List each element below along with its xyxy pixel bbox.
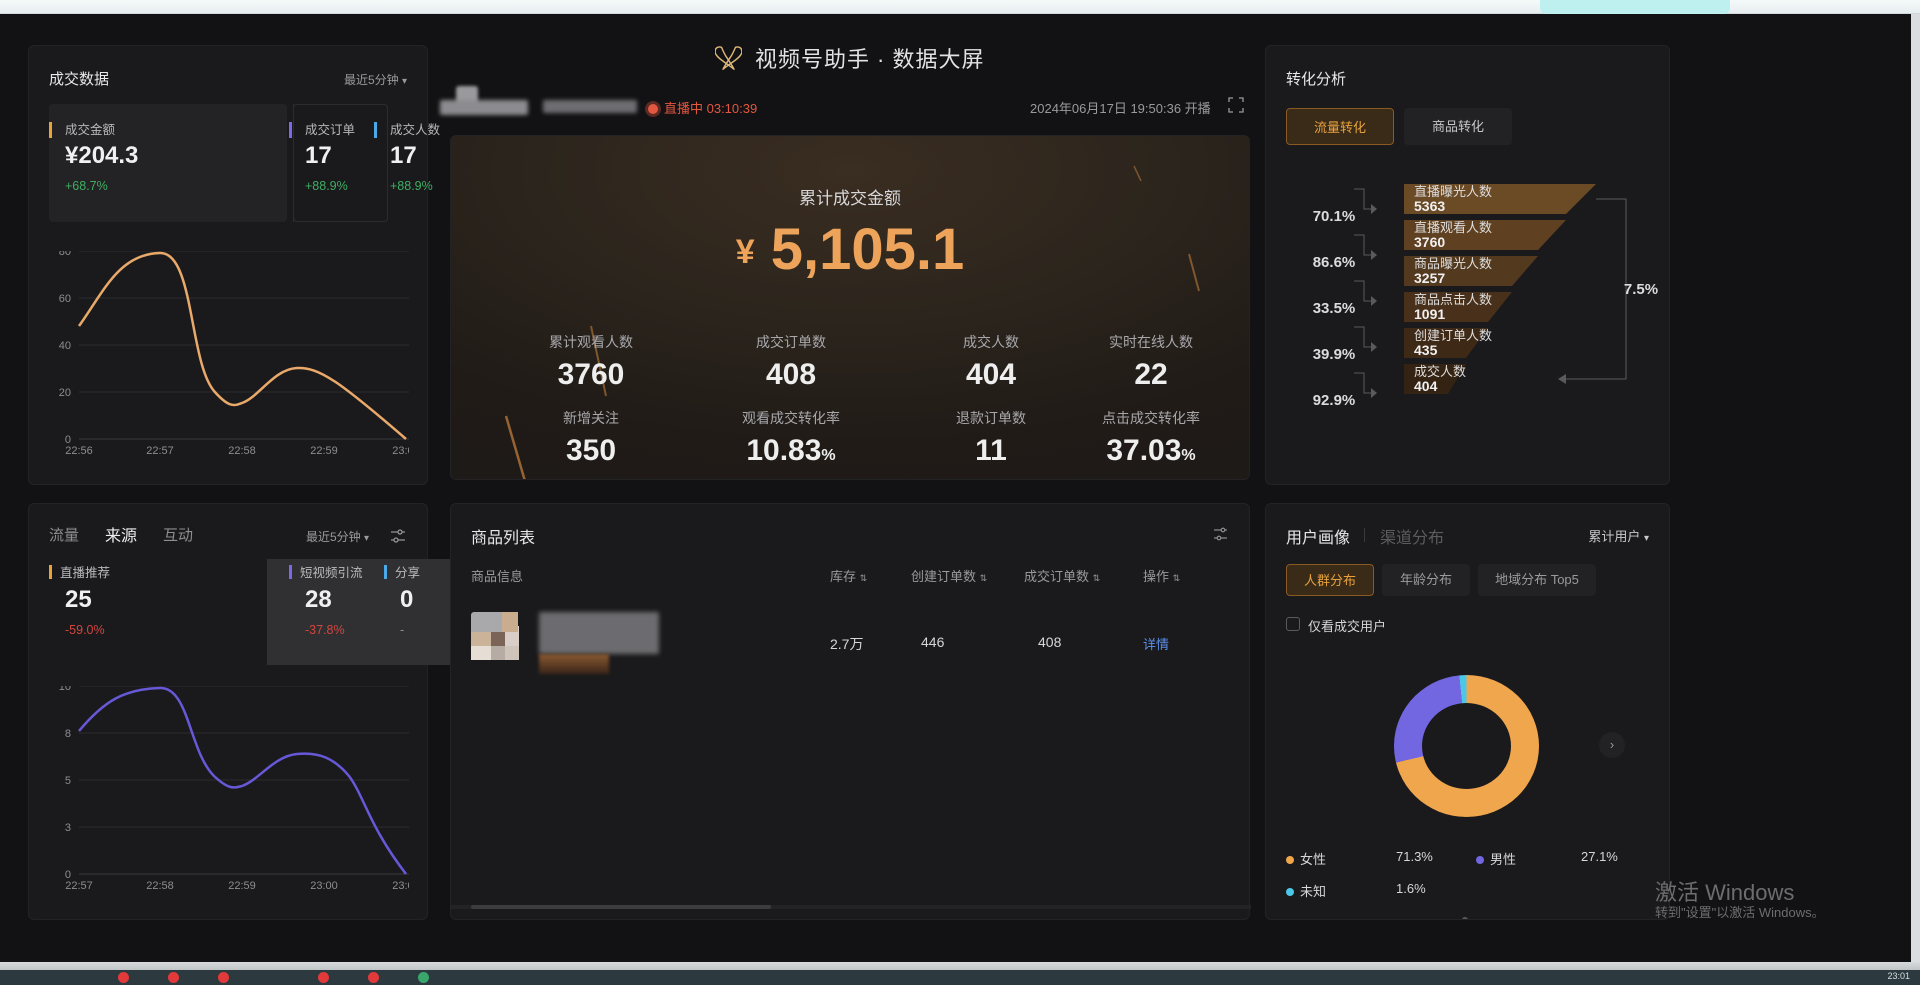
svg-text:39.9%: 39.9% (1313, 346, 1356, 363)
svg-text:22:59: 22:59 (228, 880, 256, 892)
svg-text:92.9%: 92.9% (1313, 392, 1356, 409)
svg-text:3760: 3760 (1414, 234, 1445, 250)
svg-text:7.5%: 7.5% (1624, 281, 1658, 298)
svg-text:60: 60 (59, 293, 71, 305)
svg-text:86.6%: 86.6% (1313, 254, 1356, 271)
svg-text:20: 20 (59, 387, 71, 399)
svg-text:商品曝光人数: 商品曝光人数 (1414, 256, 1492, 271)
svg-text:直播观看人数: 直播观看人数 (1414, 220, 1492, 235)
svg-text:80: 80 (59, 251, 71, 258)
svg-text:70.1%: 70.1% (1313, 208, 1356, 225)
svg-text:1091: 1091 (1414, 306, 1445, 322)
svg-text:创建订单人数: 创建订单人数 (1414, 328, 1492, 343)
svg-text:直播曝光人数: 直播曝光人数 (1414, 184, 1492, 199)
svg-text:23:00: 23:00 (392, 445, 409, 457)
svg-text:22:58: 22:58 (146, 880, 174, 892)
svg-text:5363: 5363 (1414, 198, 1445, 214)
svg-text:3257: 3257 (1414, 270, 1445, 286)
svg-text:商品点击人数: 商品点击人数 (1414, 292, 1492, 307)
svg-text:23:01: 23:01 (392, 880, 409, 892)
svg-text:22:59: 22:59 (310, 445, 338, 457)
svg-text:22:57: 22:57 (65, 880, 93, 892)
svg-text:22:57: 22:57 (146, 445, 174, 457)
svg-text:3: 3 (65, 822, 71, 834)
svg-text:22:56: 22:56 (65, 445, 93, 457)
svg-text:成交人数: 成交人数 (1414, 364, 1466, 379)
svg-text:5: 5 (65, 775, 71, 787)
svg-text:33.5%: 33.5% (1313, 300, 1356, 317)
svg-text:22:58: 22:58 (228, 445, 256, 457)
svg-text:404: 404 (1414, 378, 1438, 394)
svg-text:40: 40 (59, 340, 71, 352)
svg-text:23:00: 23:00 (310, 880, 338, 892)
svg-text:8: 8 (65, 728, 71, 740)
svg-text:435: 435 (1414, 342, 1438, 358)
svg-text:10: 10 (59, 686, 71, 693)
